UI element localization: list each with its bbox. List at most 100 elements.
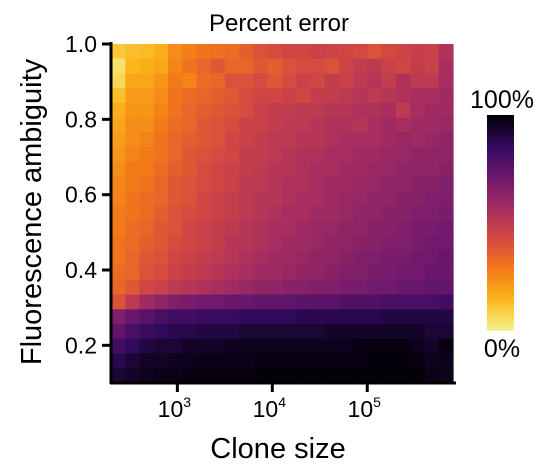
colorbar-segment bbox=[487, 240, 514, 245]
heatmap-cell bbox=[296, 176, 312, 192]
heatmap-cell bbox=[139, 353, 155, 369]
heatmap-cell bbox=[282, 176, 297, 192]
heatmap-cell bbox=[182, 235, 198, 251]
heatmap-cell bbox=[381, 353, 397, 369]
heatmap-cell bbox=[324, 338, 340, 355]
colorbar-segment bbox=[487, 136, 514, 141]
heatmap-cell bbox=[367, 265, 383, 281]
heatmap-cell bbox=[139, 279, 155, 296]
heatmap-cell bbox=[438, 294, 454, 310]
heatmap-cell bbox=[353, 206, 369, 222]
heatmap-cell bbox=[253, 44, 269, 60]
heatmap-cell bbox=[438, 102, 454, 119]
heatmap-cell bbox=[296, 294, 312, 310]
heatmap-cell bbox=[267, 309, 283, 325]
heatmap-cell bbox=[267, 161, 283, 178]
heatmap-cell bbox=[111, 250, 126, 266]
heatmap-cell bbox=[310, 368, 326, 384]
heatmap-cell bbox=[310, 73, 326, 89]
heatmap-cell bbox=[253, 368, 269, 384]
heatmap-cell bbox=[381, 220, 397, 237]
heatmap-cell bbox=[424, 353, 440, 369]
heatmap-cell bbox=[381, 294, 397, 310]
heatmap-cell bbox=[310, 265, 326, 281]
heatmap-cell bbox=[253, 176, 269, 192]
heatmap-cell bbox=[424, 368, 440, 384]
heatmap-cell bbox=[125, 58, 141, 75]
heatmap-cell bbox=[424, 220, 440, 237]
colorbar-segment bbox=[487, 165, 514, 170]
heatmap-cell bbox=[111, 279, 126, 296]
heatmap-cell bbox=[111, 88, 126, 104]
heatmap-cell bbox=[267, 279, 283, 296]
heatmap-cell bbox=[210, 324, 226, 340]
heatmap-cell bbox=[267, 191, 283, 207]
heatmap-cell bbox=[310, 206, 326, 222]
heatmap-cell bbox=[353, 279, 369, 296]
heatmap-cell bbox=[282, 235, 297, 251]
colorbar-max-label: 100% bbox=[470, 86, 534, 114]
heatmap-cell bbox=[282, 220, 297, 237]
heatmap-cell bbox=[396, 102, 411, 119]
heatmap-cell bbox=[196, 117, 212, 134]
heatmap-cell bbox=[196, 88, 212, 104]
heatmap-cell bbox=[282, 132, 297, 148]
heatmap-cell bbox=[282, 265, 297, 281]
colorbar-segment bbox=[487, 301, 514, 306]
heatmap-cell bbox=[153, 58, 169, 75]
heatmap-cell bbox=[353, 220, 369, 237]
colorbar-segment bbox=[487, 132, 514, 138]
colorbar-segment bbox=[487, 215, 514, 220]
colorbar-segment bbox=[487, 326, 514, 331]
heatmap-cell bbox=[168, 176, 183, 192]
heatmap-cell bbox=[196, 324, 212, 340]
heatmap-cell bbox=[381, 88, 397, 104]
heatmap-cell bbox=[296, 250, 312, 266]
heatmap-cell bbox=[410, 88, 426, 104]
heatmap-cell bbox=[111, 324, 126, 340]
heatmap-cell bbox=[438, 235, 454, 251]
heatmap-cell bbox=[153, 88, 169, 104]
heatmap-cell bbox=[339, 265, 354, 281]
heatmap-cell bbox=[182, 265, 198, 281]
heatmap-cell bbox=[239, 44, 255, 60]
colorbar-segment bbox=[487, 204, 514, 209]
heatmap-cell bbox=[396, 206, 411, 222]
heatmap-cell bbox=[339, 294, 354, 310]
heatmap-cell bbox=[267, 353, 283, 369]
heatmap-cell bbox=[168, 324, 183, 340]
heatmap-cell bbox=[410, 161, 426, 178]
heatmap-cell bbox=[339, 102, 354, 119]
heatmap-cell bbox=[267, 58, 283, 75]
heatmap-cell bbox=[182, 191, 198, 207]
heatmap-cell bbox=[296, 368, 312, 384]
heatmap-cell bbox=[310, 279, 326, 296]
colorbar-segment bbox=[487, 183, 514, 188]
heatmap-cell bbox=[282, 44, 297, 60]
heatmap-cell bbox=[381, 338, 397, 355]
colorbar-segment bbox=[487, 122, 514, 127]
heatmap-cell bbox=[410, 102, 426, 119]
heatmap-cell bbox=[210, 88, 226, 104]
heatmap-cell bbox=[125, 206, 141, 222]
heatmap-cell bbox=[381, 191, 397, 207]
heatmap-cell bbox=[168, 250, 183, 266]
heatmap-cell bbox=[139, 294, 155, 310]
heatmap-cell bbox=[253, 250, 269, 266]
colorbar-segment bbox=[487, 258, 514, 263]
heatmap-cell bbox=[367, 235, 383, 251]
heatmap-cell bbox=[396, 220, 411, 237]
heatmap-cell bbox=[396, 176, 411, 192]
heatmap-cell bbox=[353, 102, 369, 119]
heatmap-cell bbox=[424, 279, 440, 296]
heatmap-cell bbox=[182, 73, 198, 89]
heatmap-cell bbox=[438, 324, 454, 340]
heatmap-cell bbox=[196, 220, 212, 237]
heatmap-cell bbox=[253, 206, 269, 222]
heatmap-cell bbox=[310, 58, 326, 75]
heatmap-cell bbox=[139, 88, 155, 104]
heatmap-cell bbox=[324, 117, 340, 134]
heatmap-cell bbox=[410, 191, 426, 207]
heatmap-cell bbox=[139, 368, 155, 384]
heatmap-cell bbox=[282, 73, 297, 89]
